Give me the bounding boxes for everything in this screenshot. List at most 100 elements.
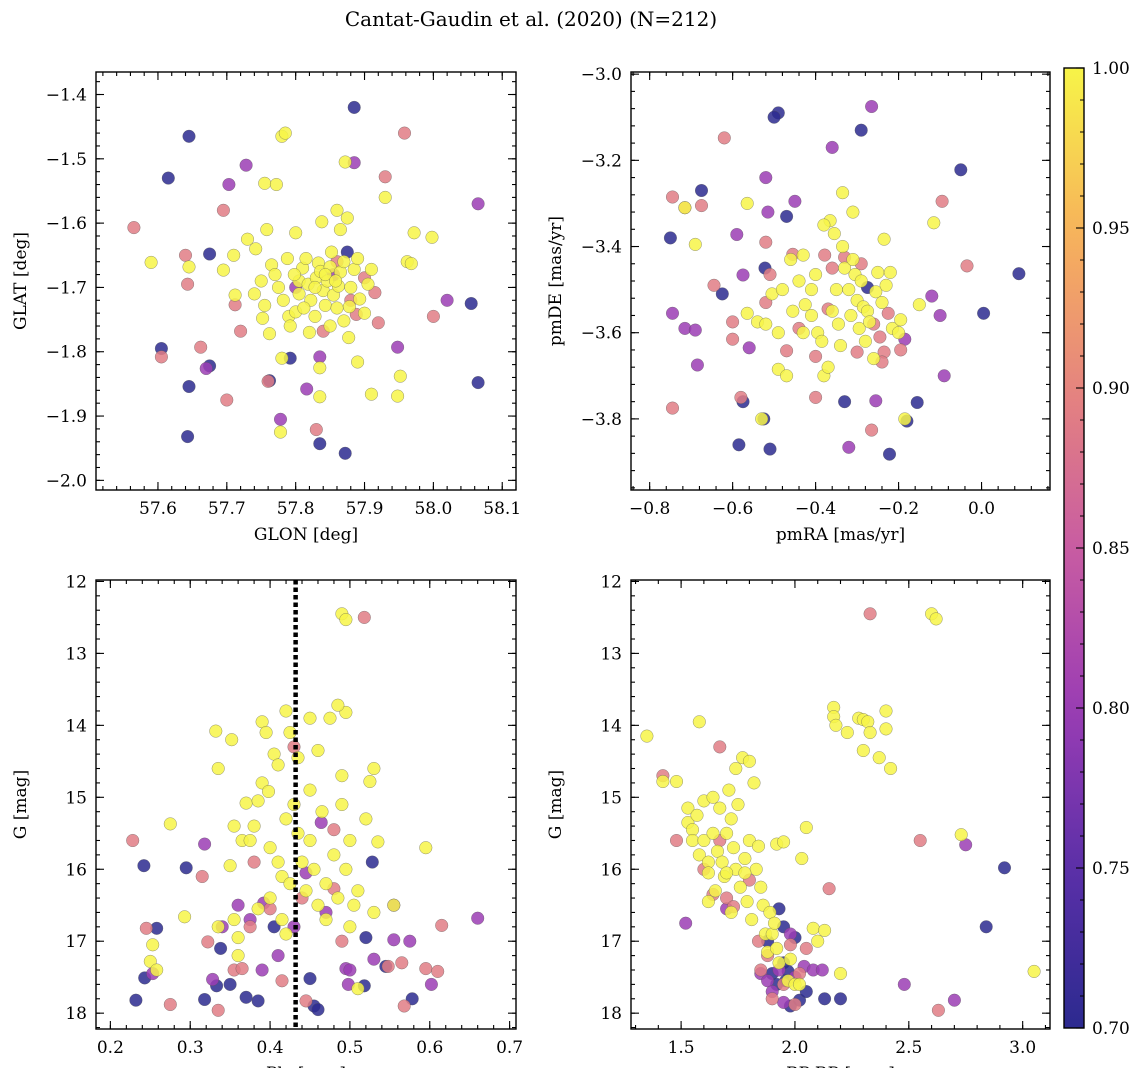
scatter-point (815, 334, 829, 348)
scatter-point (261, 374, 275, 388)
scatter-point (879, 704, 893, 718)
scatter-point (786, 304, 800, 318)
colorbar-tick-label: 0.75 (1092, 859, 1130, 879)
scatter-point (387, 933, 401, 947)
scatter-point (761, 205, 775, 219)
scatter-point (275, 351, 289, 365)
scatter-point (275, 913, 289, 927)
scatter-point (927, 216, 941, 230)
scatter-point (256, 311, 270, 325)
scatter-point (796, 248, 810, 262)
scatter-point (279, 812, 293, 826)
scatter-point (931, 1003, 945, 1017)
scatter-point (216, 263, 230, 277)
scatter-point (347, 262, 361, 276)
scatter-point (271, 280, 286, 294)
x-tick-label: 57.7 (208, 499, 246, 519)
x-tick-label: 0.6 (416, 1038, 443, 1058)
scatter-point (330, 203, 344, 217)
scatter-point (313, 437, 327, 451)
scatter-point (833, 992, 848, 1006)
scatter-point (795, 851, 809, 866)
scatter-point (297, 301, 311, 315)
scatter-point (831, 317, 845, 331)
scatter-point (825, 140, 839, 154)
scatter-point (780, 344, 794, 358)
scatter-point (337, 314, 351, 328)
scatter-point (771, 326, 785, 340)
scatter-point (223, 977, 237, 991)
colorbar-tick-label: 1.00 (1092, 59, 1130, 79)
scatter-point (198, 837, 212, 851)
scatter-point (745, 913, 759, 927)
scatter-point (404, 257, 418, 271)
scatter-point (783, 952, 797, 966)
scatter-point (378, 170, 392, 184)
scatter-point (840, 725, 854, 740)
scatter-point (154, 350, 168, 364)
scatter-point (292, 287, 306, 301)
scatter-point (299, 994, 313, 1008)
scatter-point (333, 223, 347, 237)
scatter-point (829, 283, 843, 297)
scatter-point (697, 833, 711, 848)
scatter-point (833, 339, 848, 353)
scatter-point (431, 964, 445, 978)
y-axis-label: G [mag] (11, 770, 31, 839)
x-tick-label: 1.5 (668, 1038, 695, 1058)
x-axis-label: Plx [mas] (266, 1064, 346, 1068)
scatter-point (817, 218, 831, 232)
scatter-point (335, 769, 349, 783)
x-tick-label: 58.0 (414, 499, 452, 519)
x-tick-label: −0.8 (629, 499, 670, 519)
scatter-point (836, 186, 850, 200)
axes-frame (95, 71, 517, 491)
scatter-point (199, 361, 213, 376)
scatter-point (260, 223, 274, 237)
scatter-point (249, 242, 263, 256)
scatter-point (809, 267, 823, 282)
scatter-point (337, 255, 351, 269)
scatter-point (182, 260, 196, 274)
scatter-point (783, 938, 797, 952)
x-tick-label: 0.3 (177, 1038, 204, 1058)
scatter-point (206, 972, 220, 986)
x-tick-label: 0.0 (968, 499, 995, 519)
scatter-point (690, 358, 704, 372)
scatter-point (925, 289, 939, 303)
scatter-point (742, 341, 756, 355)
scatter-point (871, 265, 885, 279)
scatter-point (359, 931, 373, 945)
scatter-point (324, 245, 339, 259)
scatter-point (211, 761, 225, 776)
scatter-point (954, 163, 968, 177)
scatter-point (371, 316, 385, 330)
scatter-point (1012, 267, 1026, 281)
scatter-point (1027, 964, 1041, 978)
scatter-point (685, 833, 700, 848)
scatter-point (315, 805, 329, 819)
axes-frame (630, 71, 1051, 491)
scatter-point (342, 331, 356, 345)
scatter-point (912, 298, 926, 312)
y-tick-label: −1.6 (46, 214, 87, 234)
scatter-point (842, 283, 856, 297)
scatter-point (254, 274, 268, 288)
scatter-point (371, 835, 385, 849)
scatter-point (299, 884, 313, 898)
scatter-point (720, 891, 734, 905)
scatter-point (403, 934, 417, 948)
x-tick-label: 58.1 (483, 499, 521, 519)
colorbar-tick-label: 0.80 (1092, 699, 1130, 719)
scatter-point (809, 349, 823, 363)
scatter-point (313, 390, 327, 404)
scatter-point (767, 916, 782, 930)
scatter-point (979, 920, 993, 934)
scatter-point (665, 306, 680, 320)
scatter-point (227, 913, 241, 927)
scatter-point (706, 790, 720, 804)
scatter-point (865, 423, 879, 437)
scatter-point (825, 304, 839, 318)
scatter-point (381, 959, 395, 973)
